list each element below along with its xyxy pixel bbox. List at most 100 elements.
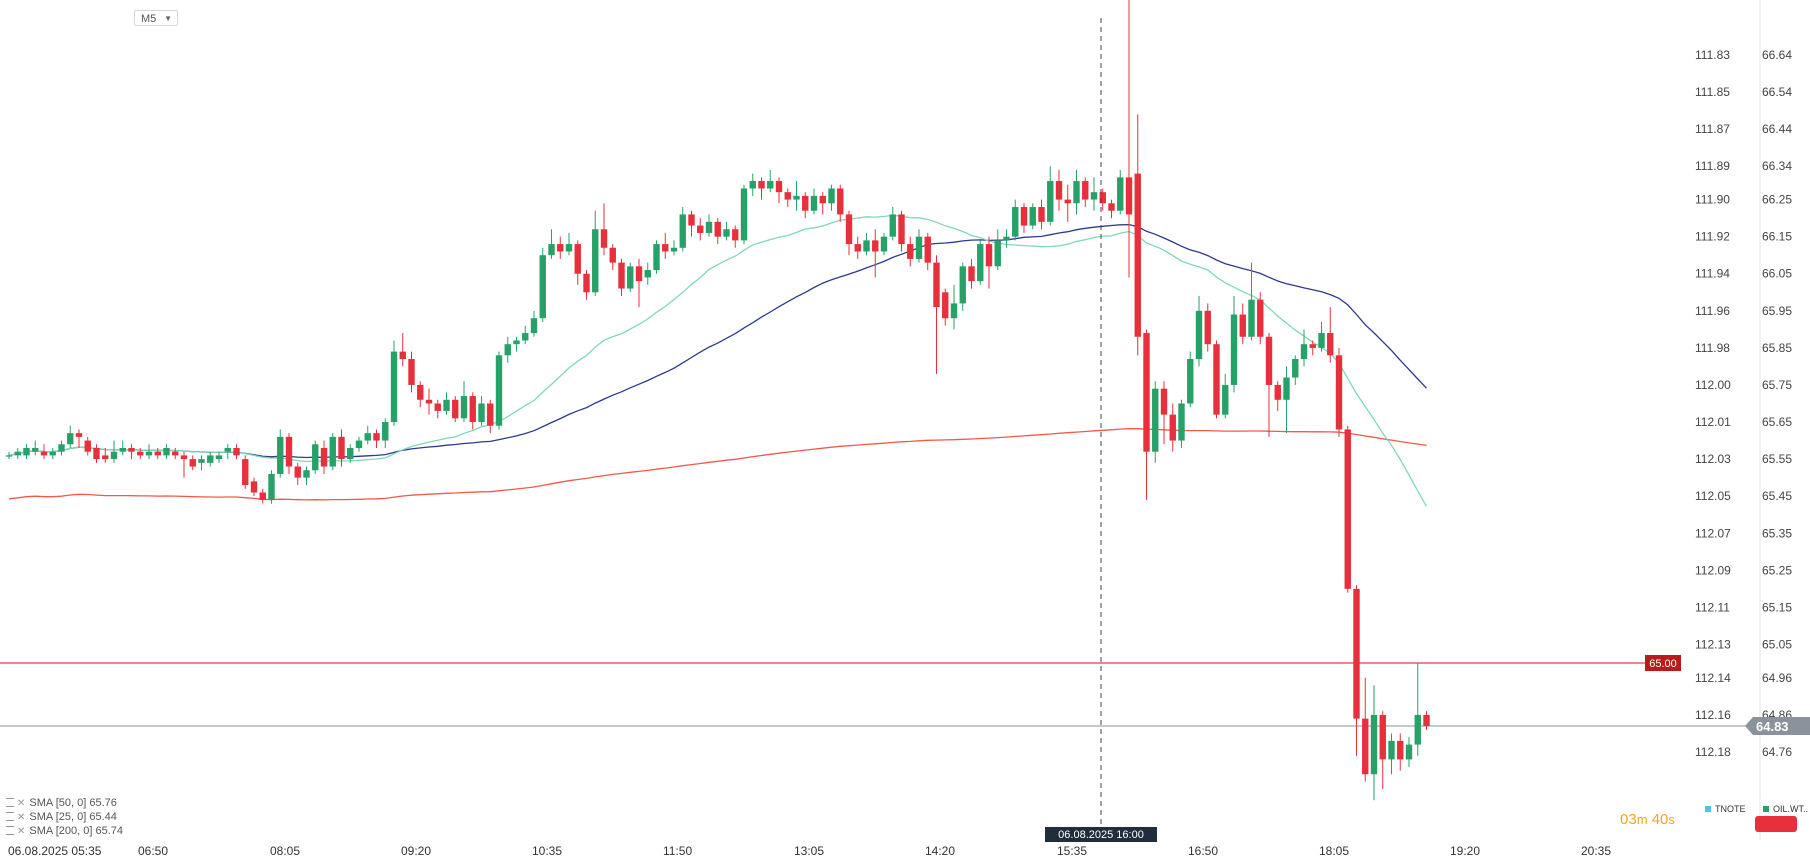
- candle: [574, 240, 581, 285]
- candle-body: [347, 447, 354, 460]
- candle-body: [679, 214, 686, 248]
- candle: [1143, 329, 1150, 500]
- time-tick-label: 18:05: [1319, 844, 1349, 858]
- candle-body: [137, 451, 144, 456]
- candle-body: [1117, 177, 1124, 211]
- right-tick-label: 65.15: [1762, 600, 1792, 614]
- candle: [1204, 303, 1211, 352]
- candle-body: [618, 262, 625, 289]
- candle-body: [233, 447, 240, 456]
- candle: [1300, 329, 1308, 367]
- candle-body: [872, 240, 879, 252]
- candle-body: [1003, 236, 1010, 241]
- sma-200-line: [8, 427, 1427, 501]
- candle-body: [478, 403, 485, 423]
- candle-body: [495, 355, 503, 426]
- candle-body: [172, 451, 179, 456]
- candle: [1265, 333, 1273, 437]
- right-tick-label: 64.96: [1762, 671, 1792, 685]
- candle: [898, 210, 905, 252]
- candle-body: [968, 266, 975, 282]
- candle: [679, 207, 686, 252]
- time-tick-label: 13:05: [794, 844, 824, 858]
- candle: [347, 444, 354, 463]
- candle: [487, 399, 494, 434]
- candle: [1038, 199, 1045, 230]
- candle-body: [819, 195, 826, 204]
- candle-body: [1362, 718, 1369, 775]
- candle-body: [1318, 333, 1325, 348]
- secondary-tick-label: 111.87: [1695, 122, 1730, 136]
- candle: [478, 396, 485, 426]
- candle: [977, 240, 984, 285]
- symbol-oil-wti[interactable]: OIL.WT..: [1763, 804, 1808, 814]
- candle-body: [303, 470, 310, 478]
- close-icon[interactable]: ✕: [17, 798, 26, 809]
- candle: [399, 333, 406, 367]
- candle-body: [84, 440, 91, 452]
- candle-body: [1423, 714, 1430, 727]
- timeframe-select[interactable]: M5 ▼: [134, 10, 178, 26]
- secondary-tick-label: 112.11: [1695, 600, 1730, 614]
- candle: [592, 210, 599, 296]
- legend-sma-50[interactable]: ✕ SMA [50, 0] 65.76: [6, 796, 123, 810]
- legend-sma-25[interactable]: ✕ SMA [25, 0] 65.44: [6, 810, 123, 824]
- time-axis: 06.08.2025 05:35 06:50 08:05 09:20 10:35 11:5…: [8, 844, 1611, 858]
- candle: [452, 396, 459, 423]
- candle: [128, 444, 135, 460]
- candle-body: [880, 236, 888, 252]
- close-icon[interactable]: ✕: [17, 812, 26, 823]
- candle: [583, 270, 590, 300]
- legend-sma-200[interactable]: ✕ SMA [200, 0] 65.74: [6, 824, 123, 838]
- candle-body: [933, 262, 940, 308]
- candle-body: [355, 440, 363, 448]
- time-tick-label: 15:35: [1057, 844, 1087, 858]
- time-tick-label: 08:05: [270, 844, 300, 858]
- candle-body: [1090, 192, 1098, 200]
- candle: [303, 466, 310, 486]
- candle: [1344, 425, 1351, 593]
- candle: [355, 436, 363, 452]
- time-tick-label: 09:20: [401, 844, 431, 858]
- candle: [1257, 292, 1264, 345]
- time-tick-label: 11:50: [663, 844, 692, 858]
- candle-body: [600, 229, 608, 248]
- right-tick-label: 64.76: [1762, 745, 1792, 759]
- candle-body: [1213, 344, 1220, 415]
- candle: [1423, 711, 1430, 730]
- candle: [277, 429, 284, 478]
- trade-badge[interactable]: [1755, 816, 1797, 832]
- candle: [145, 444, 153, 460]
- candle: [1370, 685, 1378, 801]
- list-icon: [6, 798, 14, 807]
- candle: [1222, 373, 1229, 419]
- symbol-tnote[interactable]: TNOTE: [1705, 804, 1746, 814]
- candle: [609, 244, 616, 271]
- candle-body: [443, 399, 450, 411]
- right-price-axis: 66.64 66.54 66.44 66.34 66.25 66.15 66.05 65.95…: [1759, 0, 1792, 840]
- candle-body: [259, 492, 266, 500]
- candle-body: [784, 192, 791, 200]
- candle-body: [1292, 359, 1299, 378]
- secondary-tick-label: 112.13: [1695, 637, 1731, 651]
- candle-body: [574, 244, 581, 274]
- candle-body: [277, 436, 284, 474]
- candle: [767, 169, 774, 193]
- candle: [1047, 166, 1054, 226]
- candle: [1248, 262, 1255, 341]
- candle-body: [460, 396, 468, 419]
- candle: [1117, 169, 1124, 215]
- list-icon: [6, 826, 14, 835]
- time-tick-label: 20:35: [1581, 844, 1611, 858]
- candle: [732, 225, 739, 248]
- close-icon[interactable]: ✕: [17, 826, 26, 837]
- right-tick-label: 65.35: [1762, 526, 1792, 540]
- candle-body: [128, 447, 135, 452]
- candle-body: [1187, 359, 1194, 404]
- candle: [163, 444, 170, 460]
- candle-body: [23, 447, 30, 456]
- candle: [215, 451, 223, 463]
- candle: [530, 310, 538, 337]
- candle-body: [854, 244, 861, 252]
